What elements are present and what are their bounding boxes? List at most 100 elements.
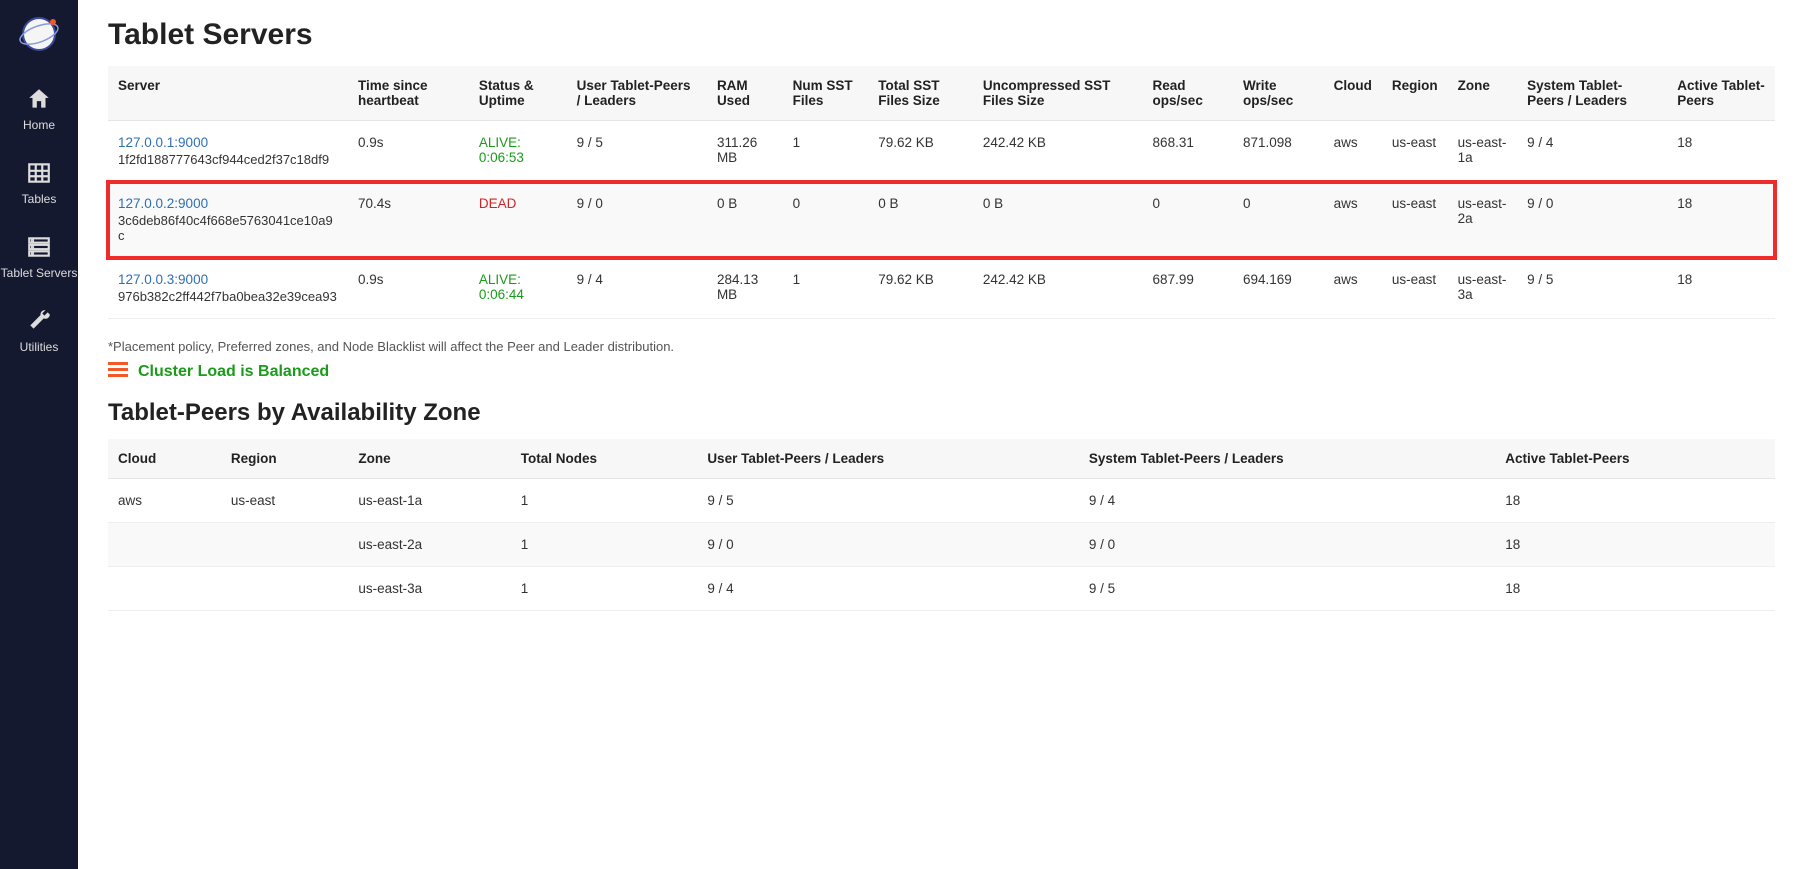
col-region: Region (1382, 66, 1448, 121)
nav-home[interactable]: Home (0, 86, 78, 132)
col-num-sst: Num SST Files (783, 66, 869, 121)
cell-cloud: aws (108, 479, 221, 523)
cell-active: 18 (1495, 567, 1775, 611)
col-ram: RAM Used (707, 66, 783, 121)
cell-total-nodes: 1 (511, 567, 698, 611)
col-cloud: Cloud (1324, 66, 1382, 121)
nav-label: Utilities (20, 340, 59, 354)
cell-sys-peers: 9 / 5 (1079, 567, 1495, 611)
col-server: Server (108, 66, 348, 121)
cell-region (221, 567, 348, 611)
nav-utilities[interactable]: Utilities (0, 308, 78, 354)
cell-num-sst: 0 (783, 182, 869, 258)
table-row: 127.0.0.1:9000 1f2fd188777643cf944ced2f37… (108, 121, 1775, 182)
col-zone: Zone (1448, 66, 1518, 121)
cell-region: us-east (1382, 182, 1448, 258)
cell-time: 0.9s (348, 258, 469, 319)
cell-read-ops: 868.31 (1143, 121, 1233, 182)
cell-sys-peers: 9 / 4 (1517, 121, 1667, 182)
server-link[interactable]: 127.0.0.2:9000 (118, 196, 208, 211)
cell-ram: 0 B (707, 182, 783, 258)
col-status: Status & Uptime (469, 66, 567, 121)
home-icon (26, 86, 52, 112)
page-title: Tablet Servers (108, 18, 1775, 52)
cell-cloud (108, 523, 221, 567)
cell-user-peers: 9 / 0 (697, 523, 1079, 567)
cell-total-sst: 79.62 KB (868, 121, 973, 182)
cell-cloud: aws (1324, 182, 1382, 258)
table-row: 127.0.0.3:9000 976b382c2ff442f7ba0bea32e3… (108, 258, 1775, 319)
az-col-active: Active Tablet-Peers (1495, 439, 1775, 479)
cell-status: ALIVE: 0:06:53 (469, 121, 567, 182)
cell-status: ALIVE: 0:06:44 (469, 258, 567, 319)
az-title: Tablet-Peers by Availability Zone (108, 399, 1775, 427)
col-time: Time since heartbeat (348, 66, 469, 121)
cell-uncomp: 242.42 KB (973, 258, 1143, 319)
cell-uncomp: 0 B (973, 182, 1143, 258)
az-col-user-peers: User Tablet-Peers / Leaders (697, 439, 1079, 479)
col-uncomp: Uncompressed SST Files Size (973, 66, 1143, 121)
nav-label: Tables (22, 192, 57, 206)
nav-tablet-servers[interactable]: Tablet Servers (0, 234, 78, 280)
col-write-ops: Write ops/sec (1233, 66, 1324, 121)
col-read-ops: Read ops/sec (1143, 66, 1233, 121)
cell-user-peers: 9 / 4 (567, 258, 707, 319)
cell-user-peers: 9 / 0 (567, 182, 707, 258)
cell-total-nodes: 1 (511, 479, 698, 523)
cell-region (221, 523, 348, 567)
cell-user-peers: 9 / 5 (697, 479, 1079, 523)
server-link[interactable]: 127.0.0.1:9000 (118, 135, 208, 150)
az-col-total-nodes: Total Nodes (511, 439, 698, 479)
cell-cloud: aws (1324, 121, 1382, 182)
cell-sys-peers: 9 / 5 (1517, 258, 1667, 319)
server-uuid: 1f2fd188777643cf944ced2f37c18df9 (118, 152, 338, 167)
cell-status: DEAD (469, 182, 567, 258)
cell-user-peers: 9 / 5 (567, 121, 707, 182)
cell-sys-peers: 9 / 0 (1079, 523, 1495, 567)
cluster-balanced-line: Cluster Load is Balanced (108, 362, 1775, 381)
cell-region: us-east (1382, 121, 1448, 182)
az-col-region: Region (221, 439, 348, 479)
table-row: awsus-eastus-east-1a19 / 59 / 418 (108, 479, 1775, 523)
logo (17, 12, 61, 56)
cell-time: 0.9s (348, 121, 469, 182)
cell-zone: us-east-3a (1448, 258, 1518, 319)
server-uuid: 3c6deb86f40c4f668e5763041ce10a9c (118, 213, 338, 243)
cluster-balanced-text: Cluster Load is Balanced (138, 363, 329, 381)
balanced-icon (108, 362, 128, 381)
cell-read-ops: 687.99 (1143, 258, 1233, 319)
cell-active: 18 (1667, 258, 1775, 319)
cell-user-peers: 9 / 4 (697, 567, 1079, 611)
server-link[interactable]: 127.0.0.3:9000 (118, 272, 208, 287)
cell-total-sst: 0 B (868, 182, 973, 258)
cell-ram: 311.26 MB (707, 121, 783, 182)
az-table: Cloud Region Zone Total Nodes User Table… (108, 439, 1775, 611)
cell-zone: us-east-2a (1448, 182, 1518, 258)
cell-time: 70.4s (348, 182, 469, 258)
cell-num-sst: 1 (783, 258, 869, 319)
cell-read-ops: 0 (1143, 182, 1233, 258)
cell-active: 18 (1667, 121, 1775, 182)
cell-zone: us-east-1a (1448, 121, 1518, 182)
nav-label: Tablet Servers (1, 266, 78, 280)
wrench-icon (26, 308, 52, 334)
nav-tables[interactable]: Tables (0, 160, 78, 206)
col-active: Active Tablet-Peers (1667, 66, 1775, 121)
cell-active: 18 (1495, 479, 1775, 523)
cell-active: 18 (1495, 523, 1775, 567)
col-user-peers: User Tablet-Peers / Leaders (567, 66, 707, 121)
cell-write-ops: 0 (1233, 182, 1324, 258)
server-uuid: 976b382c2ff442f7ba0bea32e39cea93 (118, 289, 338, 304)
sidebar: Home Tables Tablet Servers Utilities (0, 0, 78, 869)
cell-zone: us-east-3a (348, 567, 510, 611)
cell-sys-peers: 9 / 0 (1517, 182, 1667, 258)
cell-ram: 284.13 MB (707, 258, 783, 319)
col-total-sst: Total SST Files Size (868, 66, 973, 121)
cell-zone: us-east-1a (348, 479, 510, 523)
cell-write-ops: 694.169 (1233, 258, 1324, 319)
cell-region: us-east (1382, 258, 1448, 319)
cell-zone: us-east-2a (348, 523, 510, 567)
cell-write-ops: 871.098 (1233, 121, 1324, 182)
servers-table: Server Time since heartbeat Status & Upt… (108, 66, 1775, 319)
cell-cloud: aws (1324, 258, 1382, 319)
